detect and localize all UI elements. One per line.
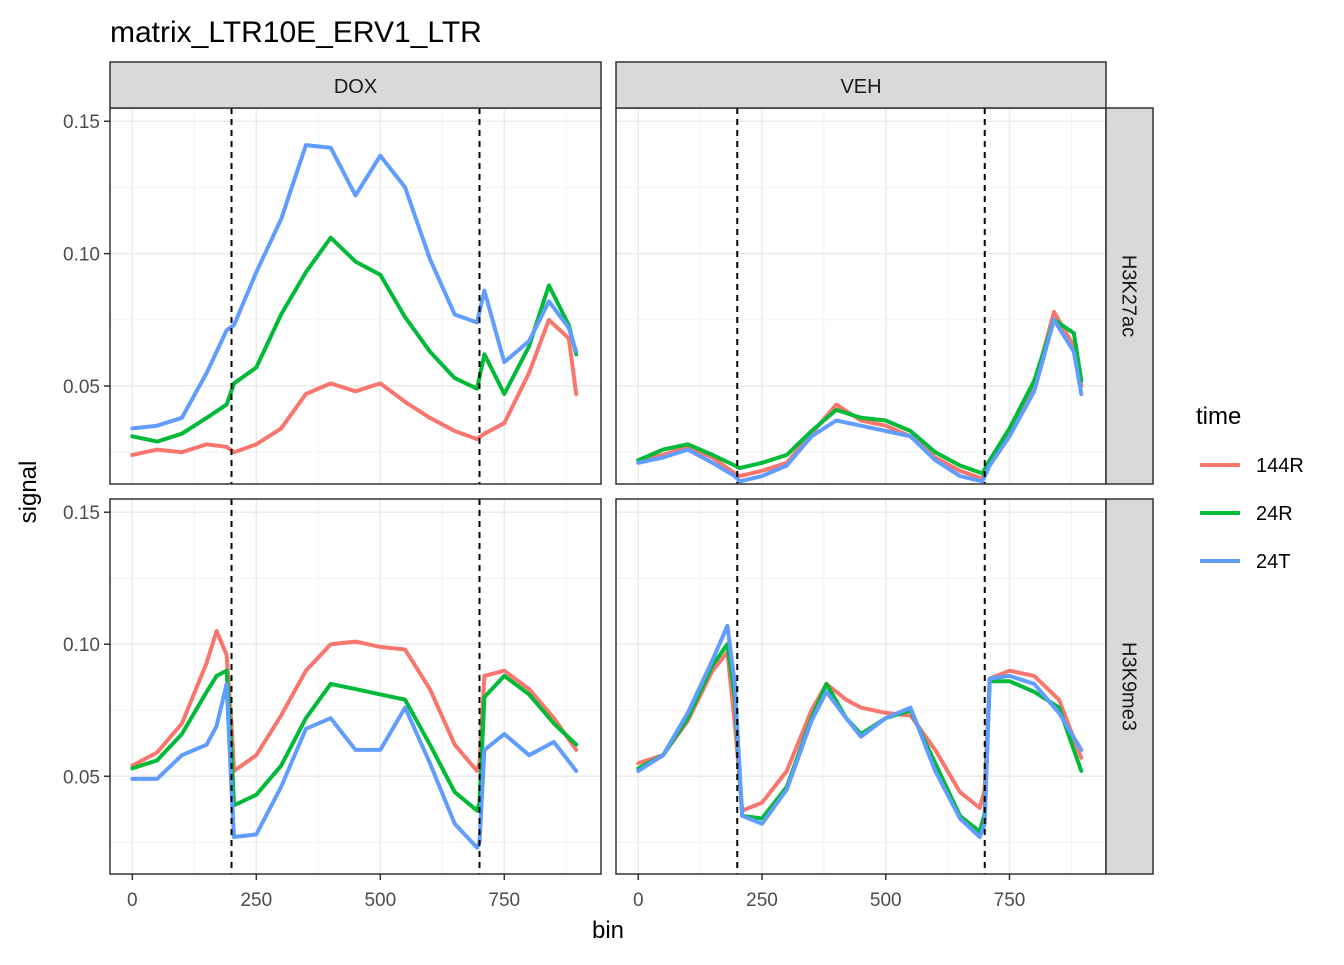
column-strip <box>109 61 602 109</box>
legend-label: 24T <box>1256 551 1290 573</box>
x-tick-label: 250 <box>240 890 272 911</box>
x-tick-label: 0 <box>633 890 644 911</box>
x-tick-label: 500 <box>870 890 902 911</box>
y-tick-label: 0.15 <box>63 503 100 524</box>
row-strip <box>1105 107 1154 485</box>
series-line-144r <box>130 317 579 457</box>
legend-label: 144R <box>1256 455 1304 477</box>
series-line-24r <box>636 317 1084 476</box>
chart-title: matrix_LTR10E_ERV1_LTR <box>110 16 482 49</box>
legend-entries: 144R 24R 24T <box>1200 455 1304 573</box>
column-strip <box>615 61 1107 109</box>
series-line-24t <box>636 317 1084 484</box>
panel-veh-h3k9me3 <box>615 498 1107 875</box>
legend: time 144R 24R 24T <box>1196 403 1304 573</box>
facet-strips: DOX VEH H3K27ac H3K9me3 <box>109 61 1154 875</box>
series-line-24t <box>130 681 579 850</box>
column-strip-label: DOX <box>334 76 377 98</box>
x-axis-title: bin <box>592 917 624 944</box>
panel-veh-h3k27ac <box>615 107 1107 485</box>
y-tick-label: 0.05 <box>63 767 100 788</box>
row-strip <box>1105 498 1154 875</box>
y-tick-label: 0.05 <box>63 377 100 398</box>
x-tick-label: 500 <box>364 890 396 911</box>
y-tick-label: 0.10 <box>63 635 100 656</box>
series-line-24r <box>130 235 579 444</box>
x-tick-label: 750 <box>994 890 1026 911</box>
row-strip-label: H3K9me3 <box>1118 642 1140 731</box>
series-line-24t <box>130 143 579 431</box>
panel-background <box>110 108 601 484</box>
panel-border <box>109 498 602 875</box>
legend-label: 24R <box>1256 503 1293 525</box>
panel-background <box>616 499 1106 874</box>
axes-layer: 0.05 0.10 0.15 0.05 0.10 0.15 0 250 500 750 0 250 50… <box>63 112 1025 911</box>
series-line-24r <box>130 668 579 813</box>
column-strip-label: VEH <box>840 76 881 98</box>
y-tick-label: 0.15 <box>63 112 100 133</box>
x-tick-label: 750 <box>488 890 520 911</box>
y-axis-title: signal <box>15 461 42 524</box>
x-tick-label: 0 <box>127 890 138 911</box>
x-tick-label: 250 <box>746 890 778 911</box>
panel-dox-h3k27ac <box>109 107 602 485</box>
y-tick-label: 0.10 <box>63 245 100 266</box>
series-line-144r <box>130 629 579 773</box>
legend-title: time <box>1196 403 1241 430</box>
panels-layer <box>109 107 1107 875</box>
row-strip-label: H3K27ac <box>1118 255 1140 337</box>
panel-dox-h3k9me3 <box>109 498 602 875</box>
series-line-24t <box>636 623 1084 839</box>
